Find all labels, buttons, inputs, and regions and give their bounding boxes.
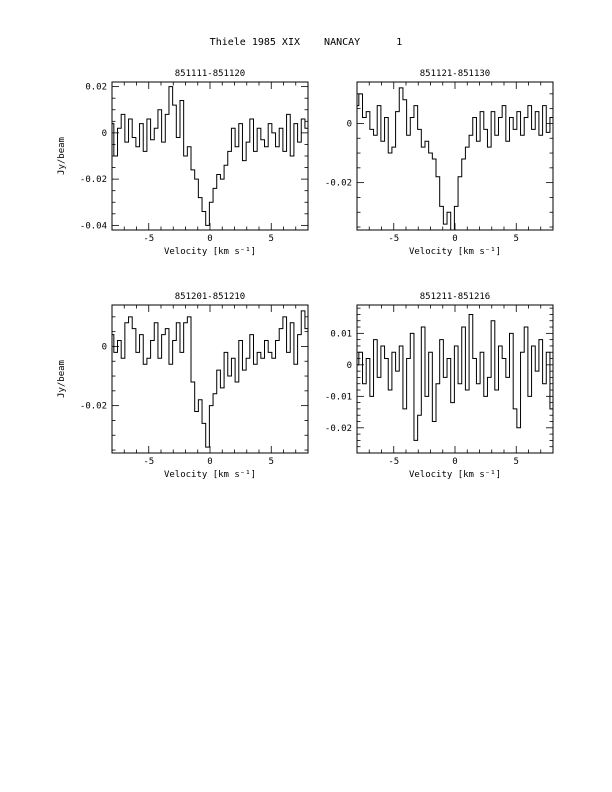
y-tick-label: 0	[102, 342, 107, 352]
y-tick-label: -0.02	[325, 179, 352, 189]
y-tick-label: -0.02	[80, 402, 107, 412]
spectrum-line-1	[112, 86, 308, 226]
page-title: Thiele 1985 XIX NANCAY 1	[209, 37, 403, 48]
y-axis-label: Jy/beam	[57, 360, 67, 398]
x-axis-label: Velocity [km s⁻¹]	[409, 247, 501, 257]
panel-title: 851121-851130	[420, 69, 490, 79]
y-tick-label: 0	[347, 119, 352, 129]
spectrum-panel-1: 851111-851120 -5 0 5 0.02 0 -0.02 -0.04 Velocity…	[57, 69, 309, 257]
x-tick-label: -5	[143, 234, 154, 244]
spectrum-line-1	[357, 87, 553, 231]
spectrum-panel-3: 851201-851210 -5 0 5 0 -0.02 Velocity [km s⁻¹]…	[57, 292, 309, 480]
x-tick-label: 0	[207, 234, 212, 244]
x-tick-label: 5	[514, 457, 519, 467]
y-tick-label: -0.02	[80, 175, 107, 185]
y-tick-label: 0.01	[330, 329, 352, 339]
plot-frame	[356, 81, 554, 231]
x-tick-label: 5	[514, 234, 519, 244]
y-tick-label: -0.04	[80, 221, 107, 231]
plot-frame	[111, 304, 309, 454]
plot-frame	[111, 81, 309, 231]
x-tick-label: 5	[269, 234, 274, 244]
panel-title: 851211-851216	[420, 292, 490, 302]
x-tick-label: 0	[452, 234, 457, 244]
y-tick-label: 0	[347, 361, 352, 371]
spectrum-panel-4: 851211-851216 -5 0 5 0.01 0 -0.01 -0.02 Velocity…	[325, 292, 554, 480]
panel-title: 851201-851210	[175, 292, 245, 302]
x-axis-label: Velocity [km s⁻¹]	[164, 470, 256, 480]
x-tick-label: 0	[452, 457, 457, 467]
x-axis-label: Velocity [km s⁻¹]	[164, 247, 256, 257]
x-tick-label: -5	[388, 234, 399, 244]
x-tick-label: -5	[143, 457, 154, 467]
spectrum-line-1	[357, 313, 553, 441]
x-tick-label: 0	[207, 457, 212, 467]
spectrum-panel-2: 851121-851130 -5 0 5 0 -0.02 Velocity [km s⁻¹]	[325, 69, 554, 257]
y-tick-label: -0.02	[325, 424, 352, 434]
plot-frame	[356, 304, 554, 454]
x-tick-label: 5	[269, 457, 274, 467]
x-tick-label: -5	[388, 457, 399, 467]
spectrum-line-1	[112, 310, 308, 448]
x-axis-label: Velocity [km s⁻¹]	[409, 470, 501, 480]
y-tick-label: 0.02	[85, 83, 107, 93]
y-tick-label: 0	[102, 129, 107, 139]
panel-title: 851111-851120	[175, 69, 245, 79]
y-axis-label: Jy/beam	[57, 137, 67, 175]
y-tick-label: -0.01	[325, 392, 352, 402]
